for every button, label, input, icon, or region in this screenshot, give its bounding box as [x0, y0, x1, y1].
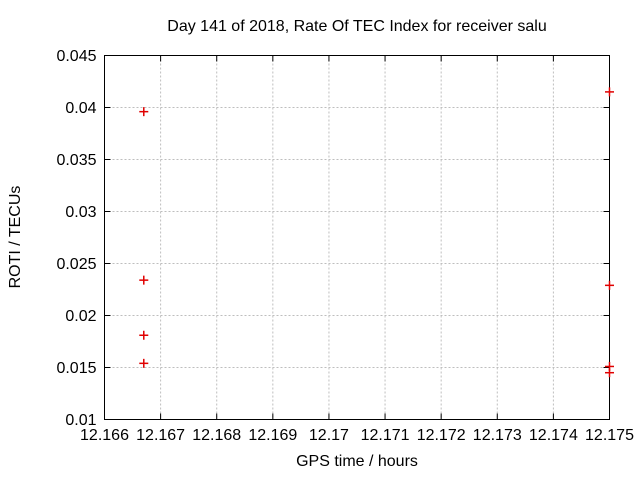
grid-layer — [104, 55, 610, 420]
x-tick-label: 12.166 — [80, 427, 129, 444]
data-point-marker — [139, 358, 149, 368]
x-tick-label: 12.169 — [248, 427, 297, 444]
y-tick-label: 0.04 — [65, 100, 96, 117]
x-axis-title: GPS time / hours — [296, 453, 418, 470]
x-tick-label: 12.167 — [136, 427, 185, 444]
plot-border — [104, 55, 610, 420]
y-tick-label: 0.01 — [65, 412, 96, 429]
chart-title: Day 141 of 2018, Rate Of TEC Index for r… — [167, 18, 546, 35]
y-tick-label: 0.03 — [65, 204, 96, 221]
data-point-marker — [139, 275, 149, 285]
data-point-marker — [605, 280, 614, 290]
data-point-marker — [605, 368, 614, 378]
tick-label-layer: 12.166 12.167 12.168 12.169 12.17 12.171 12.17… — [56, 48, 634, 444]
x-tick-label: 12.174 — [529, 427, 578, 444]
x-tick-label: 12.171 — [361, 427, 410, 444]
x-tick-label: 12.173 — [473, 427, 522, 444]
y-tick-label: 0.015 — [56, 360, 96, 377]
data-point-marker — [139, 330, 149, 340]
y-tick-label: 0.045 — [56, 48, 96, 65]
y-tick-label: 0.025 — [56, 256, 96, 273]
x-tick-label: 12.175 — [585, 427, 634, 444]
data-point-marker — [605, 87, 614, 97]
y-axis-title: ROTI / TECUs — [7, 186, 24, 289]
y-tick-label: 0.035 — [56, 152, 96, 169]
x-tick-label: 12.17 — [309, 427, 349, 444]
x-tick-label: 12.172 — [417, 427, 466, 444]
data-points-layer — [139, 87, 614, 378]
x-tick-label: 12.168 — [192, 427, 241, 444]
tick-layer — [104, 55, 610, 420]
data-point-marker — [139, 107, 149, 117]
y-tick-label: 0.02 — [65, 308, 96, 325]
